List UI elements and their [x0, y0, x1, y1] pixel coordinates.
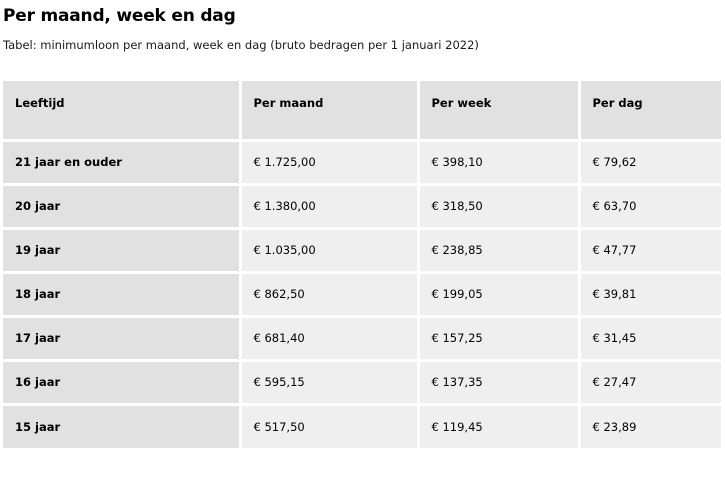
age-cell: 17 jaar [3, 316, 242, 362]
header-per-month: Per maand [240, 81, 420, 142]
per-day-cell: € 31,45 [579, 316, 721, 362]
header-per-week: Per week [418, 81, 581, 142]
header-age: Leeftijd [3, 81, 242, 142]
per-month-cell: € 517,50 [240, 404, 420, 448]
age-cell: 19 jaar [3, 228, 242, 274]
per-month-cell: € 1.725,00 [240, 140, 420, 186]
per-day-cell: € 63,70 [579, 184, 721, 230]
header-per-day: Per dag [579, 81, 721, 142]
age-cell: 18 jaar [3, 272, 242, 318]
age-cell: 20 jaar [3, 184, 242, 230]
table-row: 17 jaar € 681,40 € 157,25 € 31,45 [3, 316, 721, 362]
per-week-cell: € 137,35 [418, 360, 581, 406]
per-month-cell: € 681,40 [240, 316, 420, 362]
per-week-cell: € 199,05 [418, 272, 581, 318]
per-month-cell: € 1.380,00 [240, 184, 420, 230]
per-week-cell: € 398,10 [418, 140, 581, 186]
table-row: 15 jaar € 517,50 € 119,45 € 23,89 [3, 404, 721, 448]
per-week-cell: € 157,25 [418, 316, 581, 362]
minimum-wage-table: Leeftijd Per maand Per week Per dag 21 j… [3, 81, 721, 448]
per-week-cell: € 119,45 [418, 404, 581, 448]
age-cell: 16 jaar [3, 360, 242, 406]
table-row: 20 jaar € 1.380,00 € 318,50 € 63,70 [3, 184, 721, 230]
table-row: 19 jaar € 1.035,00 € 238,85 € 47,77 [3, 228, 721, 274]
age-cell: 21 jaar en ouder [3, 140, 242, 186]
per-month-cell: € 595,15 [240, 360, 420, 406]
per-day-cell: € 47,77 [579, 228, 721, 274]
table-row: 16 jaar € 595,15 € 137,35 € 27,47 [3, 360, 721, 406]
per-month-cell: € 1.035,00 [240, 228, 420, 274]
per-day-cell: € 23,89 [579, 404, 721, 448]
per-day-cell: € 39,81 [579, 272, 721, 318]
per-week-cell: € 318,50 [418, 184, 581, 230]
per-day-cell: € 79,62 [579, 140, 721, 186]
table-row: 18 jaar € 862,50 € 199,05 € 39,81 [3, 272, 721, 318]
table-header-row: Leeftijd Per maand Per week Per dag [3, 81, 721, 142]
table-row: 21 jaar en ouder € 1.725,00 € 398,10 € 7… [3, 140, 721, 186]
page-title: Per maand, week en dag [3, 6, 236, 26]
table-caption: Tabel: minimumloon per maand, week en da… [3, 38, 479, 52]
per-day-cell: € 27,47 [579, 360, 721, 406]
age-cell: 15 jaar [3, 404, 242, 448]
per-month-cell: € 862,50 [240, 272, 420, 318]
per-week-cell: € 238,85 [418, 228, 581, 274]
